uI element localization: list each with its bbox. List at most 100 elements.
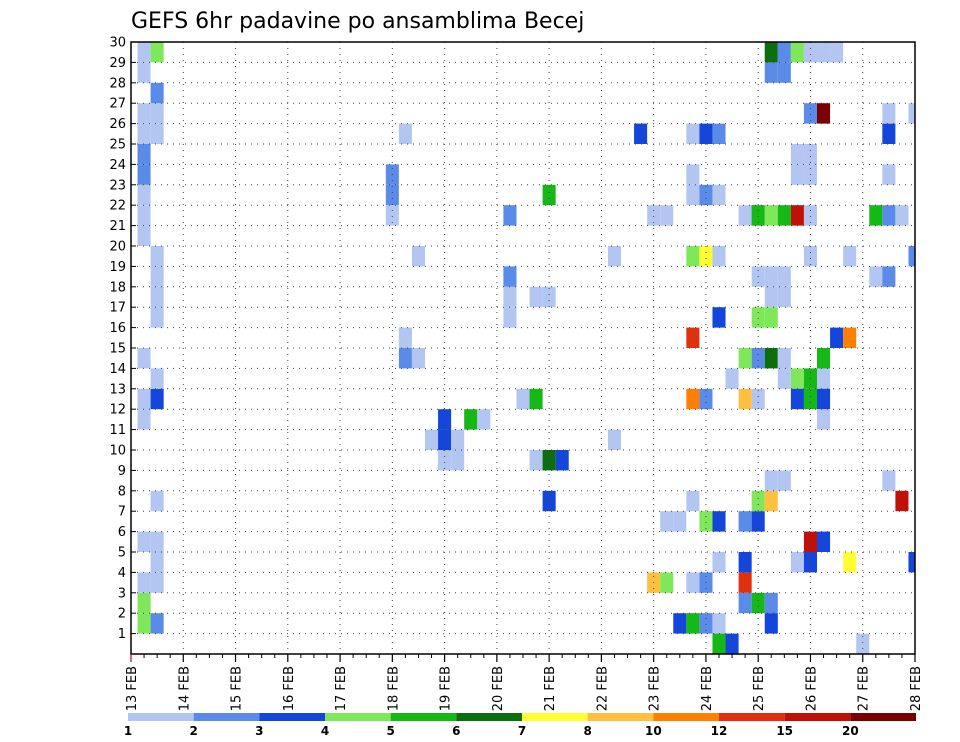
heatmap-cell — [869, 205, 883, 226]
legend-label: 1 — [124, 724, 132, 738]
legend-label: 12 — [711, 724, 728, 738]
heatmap-cell — [803, 205, 817, 226]
heatmap-cell — [150, 103, 164, 124]
legend-swatch — [456, 713, 522, 721]
legend-label: 10 — [645, 724, 662, 738]
heatmap-cell — [777, 205, 791, 226]
heatmap-cell — [738, 205, 752, 226]
y-tick-label: 19 — [109, 260, 126, 275]
heatmap-cell — [817, 42, 831, 63]
heatmap-cell — [738, 388, 752, 410]
heatmap-cell — [908, 103, 915, 124]
legend-swatch — [128, 713, 194, 721]
heatmap-cell — [137, 531, 151, 552]
heatmap-cell — [150, 82, 164, 104]
heatmap-cell — [137, 103, 151, 124]
x-tick-label: 20 FEB — [491, 666, 506, 711]
heatmap-cell — [150, 123, 164, 144]
heatmap-cell — [777, 42, 791, 63]
heatmap-cell — [699, 613, 713, 634]
y-tick-label: 3 — [118, 586, 126, 601]
heatmap-cell — [725, 368, 739, 389]
heatmap-cell — [150, 572, 164, 593]
y-tick-label: 24 — [109, 158, 126, 173]
y-tick-label: 21 — [109, 219, 126, 234]
heatmap-cell — [712, 633, 726, 654]
heatmap-cell — [712, 613, 726, 634]
heatmap-cell — [529, 286, 543, 308]
heatmap-cell — [137, 123, 151, 144]
heatmap-cell — [137, 205, 151, 226]
heatmap-cell — [385, 205, 399, 226]
heatmap-cell — [137, 388, 151, 410]
heatmap-cell — [764, 286, 778, 308]
x-tick-label: 26 FEB — [804, 666, 819, 711]
heatmap-cell — [882, 103, 896, 124]
heatmap-cell — [738, 348, 752, 369]
heatmap-cell — [686, 572, 700, 593]
x-tick-label: 16 FEB — [282, 666, 297, 711]
heatmap-cell — [777, 266, 791, 287]
legend-swatch — [719, 713, 785, 721]
heatmap-cell — [150, 286, 164, 308]
legend-label: 2 — [189, 724, 197, 738]
heatmap-cell — [686, 246, 700, 267]
heatmap-cell — [764, 490, 778, 512]
heatmap-cell — [686, 388, 700, 410]
legend-label: 4 — [321, 724, 329, 738]
x-tick-label: 21 FEB — [543, 666, 558, 711]
heatmap-cell — [411, 246, 425, 267]
heatmap-cell — [647, 205, 661, 226]
heatmap-cell — [425, 429, 439, 450]
heatmap-cell — [137, 225, 151, 246]
heatmap-cell — [686, 613, 700, 634]
y-tick-label: 26 — [109, 117, 126, 132]
heatmap-cell — [451, 450, 465, 471]
heatmap-cell — [712, 307, 726, 328]
heatmap-cell — [542, 450, 556, 471]
heatmap-cell — [686, 490, 700, 512]
heatmap-cell — [803, 103, 817, 124]
heatmap-cell — [464, 409, 478, 430]
legend-swatch — [325, 713, 391, 721]
heatmap-cell — [790, 552, 804, 573]
heatmap-cell — [908, 552, 915, 573]
legend-swatch — [850, 713, 916, 721]
heatmap-cell — [699, 123, 713, 144]
y-tick-label: 30 — [109, 36, 126, 51]
heatmap-cell — [150, 490, 164, 512]
heatmap-cell — [751, 348, 765, 369]
heatmap-cell — [803, 388, 817, 410]
heatmap-cell — [150, 368, 164, 389]
heatmap-cell — [398, 348, 412, 369]
heatmap-cell — [803, 42, 817, 63]
heatmap-cell — [817, 368, 831, 389]
heatmap-cell — [777, 470, 791, 491]
heatmap-cell — [150, 388, 164, 410]
heatmap-cell — [790, 368, 804, 389]
color-legend: 1 2 3 4 5 6 7 8 10 12 15 20 — [124, 713, 916, 738]
heatmap-cell — [607, 429, 621, 450]
heatmap-cell — [830, 327, 844, 348]
x-axis: 13 FEB 14 FEB 15 FEB 16 FEB 17 FEB 18 FEB 19 F… — [125, 654, 924, 711]
heatmap-cell — [817, 103, 831, 124]
chart-title: GEFS 6hr padavine po ansamblima Becej — [131, 9, 584, 34]
heatmap-cell — [790, 164, 804, 185]
heatmap-cell — [673, 613, 687, 634]
heatmap-cell — [751, 592, 765, 614]
heatmap-cell — [686, 184, 700, 206]
heatmap-cell — [817, 348, 831, 369]
heatmap-cell — [751, 490, 765, 512]
heatmap-cell — [777, 348, 791, 369]
heatmap-cell — [137, 613, 151, 634]
heatmap-cell — [398, 327, 412, 348]
legend-label: 7 — [518, 724, 526, 738]
heatmap-cell — [137, 409, 151, 430]
y-tick-label: 15 — [109, 342, 126, 357]
heatmap-cell — [137, 144, 151, 165]
heatmap-cell — [764, 307, 778, 328]
legend-swatch — [784, 713, 851, 721]
y-axis: 1234567891011121314151617181920212223242… — [109, 36, 136, 642]
heatmap-cell — [555, 450, 569, 471]
x-tick-label: 27 FEB — [857, 666, 872, 711]
